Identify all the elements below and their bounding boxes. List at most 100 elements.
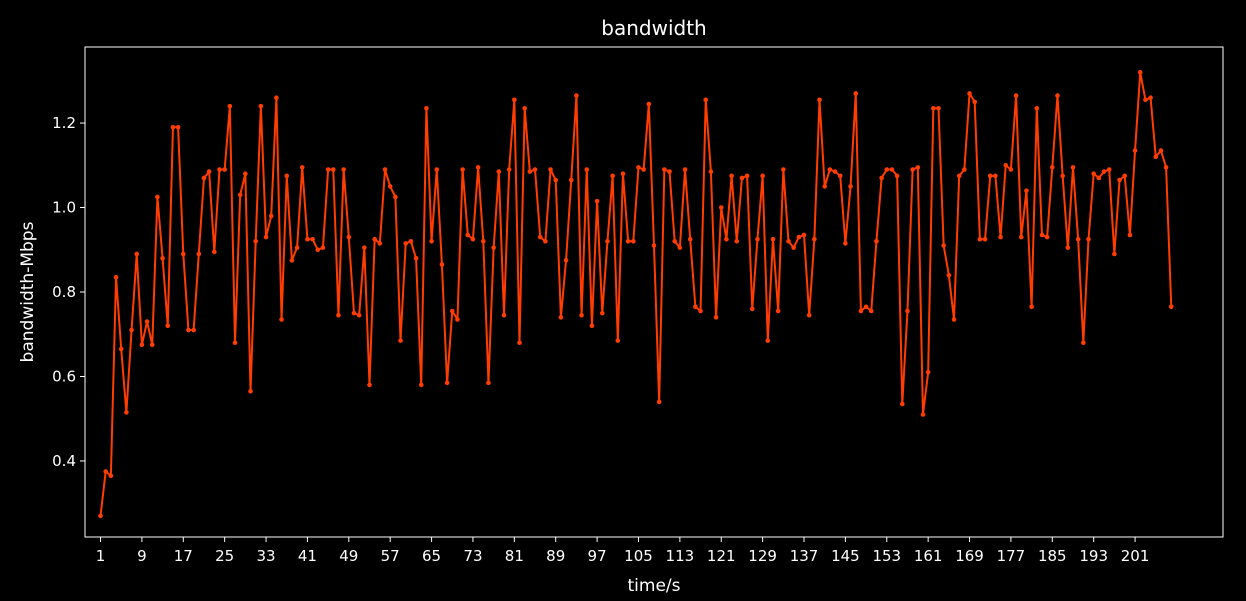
data-point	[1106, 167, 1112, 172]
data-point	[1034, 105, 1040, 111]
data-point	[98, 513, 103, 519]
data-point	[941, 243, 946, 248]
data-point	[848, 184, 853, 189]
x-tick-label: 129	[748, 547, 777, 565]
data-point	[465, 232, 471, 238]
data-point	[584, 167, 590, 172]
y-tick-label: 0.4	[52, 452, 76, 470]
x-tick-label: 89	[546, 547, 565, 565]
x-tick-label: 49	[339, 547, 358, 565]
data-point	[749, 306, 755, 312]
data-point	[543, 239, 548, 244]
x-tick-label: 201	[1121, 547, 1150, 565]
data-point	[139, 342, 145, 348]
data-point	[656, 399, 662, 405]
data-point	[517, 340, 522, 345]
x-tick-label: 113	[666, 547, 695, 565]
data-point	[1055, 93, 1060, 98]
x-tick-label: 25	[215, 547, 234, 565]
data-point	[532, 167, 538, 172]
data-point	[998, 234, 1003, 240]
data-point	[424, 105, 429, 111]
x-tick-label: 153	[872, 547, 901, 565]
data-point	[765, 338, 771, 343]
data-point	[775, 308, 781, 314]
data-point	[455, 317, 460, 322]
data-point	[662, 167, 667, 172]
data-point	[739, 175, 745, 181]
data-point	[186, 327, 191, 333]
data-point	[475, 165, 481, 170]
data-point	[237, 192, 243, 198]
x-tick-label: 169	[955, 547, 984, 565]
data-point	[548, 167, 553, 172]
data-point	[305, 236, 310, 242]
data-point	[341, 167, 346, 172]
data-point	[1018, 234, 1024, 240]
data-point	[993, 173, 998, 179]
data-point	[155, 194, 160, 200]
data-point	[315, 247, 321, 253]
data-point	[212, 249, 217, 255]
data-point	[108, 473, 114, 479]
data-point	[486, 380, 491, 386]
data-point	[149, 342, 155, 348]
x-tick-label: 105	[624, 547, 653, 565]
data-point	[232, 340, 238, 345]
x-tick-label: 81	[505, 547, 524, 565]
data-point	[1168, 304, 1174, 310]
x-tick-label: 65	[422, 547, 441, 565]
data-point	[299, 165, 305, 170]
data-point	[1013, 93, 1019, 98]
data-point	[481, 239, 486, 244]
data-point	[160, 255, 165, 261]
data-point	[449, 308, 455, 314]
plot-area-frame	[84, 46, 1224, 538]
data-point	[713, 315, 719, 320]
data-point	[1024, 188, 1029, 193]
data-point	[362, 245, 367, 250]
data-point	[894, 173, 900, 179]
data-point	[393, 194, 398, 200]
y-tick-label: 1.0	[52, 199, 76, 217]
x-tick-label: 57	[381, 547, 400, 565]
data-point	[884, 167, 890, 172]
x-tick-label: 185	[1038, 547, 1067, 565]
data-point	[217, 167, 222, 172]
data-point	[910, 167, 915, 172]
data-point	[175, 124, 181, 130]
data-point	[356, 312, 362, 318]
x-tick-label: 1	[96, 547, 106, 565]
x-tick-label: 97	[588, 547, 607, 565]
data-point	[781, 167, 786, 172]
data-point	[1122, 173, 1128, 179]
data-point	[439, 262, 445, 267]
data-point	[956, 173, 962, 179]
data-point	[832, 169, 838, 174]
data-point	[734, 239, 740, 244]
data-point	[977, 236, 983, 242]
data-point	[403, 241, 409, 246]
data-point	[817, 97, 822, 103]
data-point	[931, 105, 936, 111]
data-point	[512, 97, 517, 103]
data-point	[568, 177, 574, 183]
data-point	[118, 346, 124, 352]
data-point	[858, 308, 864, 314]
data-point	[899, 401, 905, 407]
data-point	[920, 412, 926, 417]
data-point	[506, 167, 512, 172]
data-point	[263, 234, 269, 240]
data-point	[144, 319, 150, 324]
data-point	[1029, 304, 1034, 310]
data-point	[553, 177, 559, 183]
series-line	[99, 71, 1173, 516]
data-point	[791, 245, 796, 250]
data-point	[677, 245, 683, 250]
data-point	[496, 169, 502, 174]
data-point	[537, 234, 543, 240]
data-point	[1081, 340, 1086, 345]
data-point	[491, 245, 496, 250]
data-point	[113, 274, 119, 280]
